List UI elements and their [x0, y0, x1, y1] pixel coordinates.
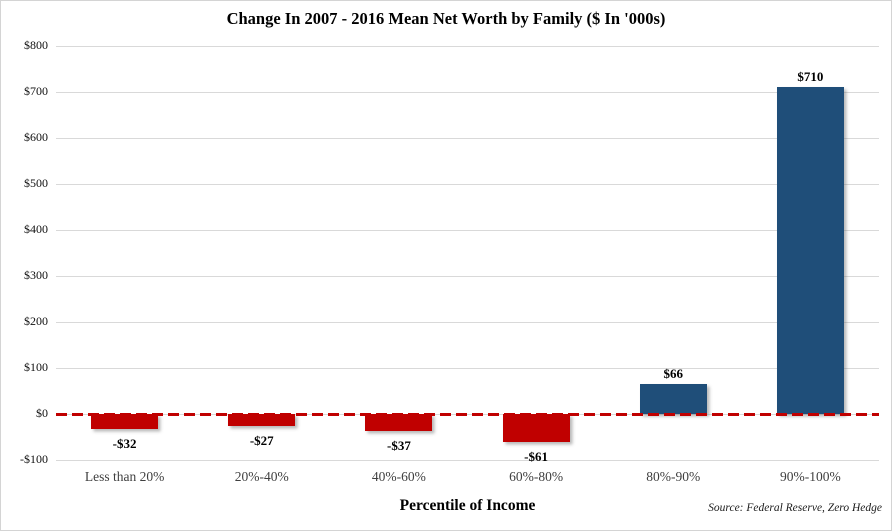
x-category-label: 20%-40%	[234, 469, 289, 484]
y-tick-label: $0	[36, 406, 48, 420]
gridline	[56, 275, 879, 277]
bar-value-label: -$61	[524, 449, 548, 465]
bar-80-90	[639, 383, 707, 414]
x-category-label: Less than 20%	[84, 469, 165, 484]
bar-value-label: -$37	[386, 438, 411, 454]
bar-value-label: $66	[663, 365, 684, 381]
source-note: Source: Federal Reserve, Zero Hedge	[708, 502, 882, 514]
y-tick-label: $800	[24, 38, 48, 52]
y-tick-label: $600	[24, 130, 48, 144]
x-category-label: 90%-100%	[780, 469, 841, 484]
y-tick-label: $300	[24, 268, 48, 282]
y-tick-label: $500	[24, 176, 48, 190]
gridline	[56, 459, 879, 461]
y-tick-label: $200	[24, 314, 48, 328]
plot-area: -$32 -$27 -$37 -$61 $66 $710	[56, 45, 879, 464]
gridline	[56, 229, 879, 231]
x-category-label: 60%-80%	[509, 469, 564, 484]
bar-less-than-20	[91, 414, 159, 429]
gridline	[56, 45, 879, 47]
y-tick-label: $400	[24, 222, 48, 236]
bar-40-60	[365, 414, 433, 432]
gridline	[56, 137, 879, 139]
bar-90-100	[776, 87, 844, 414]
x-category-label: 40%-60%	[371, 469, 426, 484]
bar-value-label: $710	[797, 69, 824, 85]
y-tick-label: -$100	[20, 452, 48, 466]
gridline	[56, 367, 879, 369]
bar-20-40	[228, 414, 296, 427]
gridline	[56, 91, 879, 93]
x-category-label: 80%-90%	[646, 469, 701, 484]
zero-dashed-line	[56, 412, 879, 416]
bar-60-80	[502, 414, 570, 443]
bar-value-label: -$32	[112, 435, 137, 451]
y-tick-label: $700	[24, 84, 48, 98]
y-tick-label: $100	[24, 360, 48, 374]
bar-value-label: -$27	[249, 433, 274, 449]
gridline	[56, 183, 879, 185]
chart-title: Change In 2007 - 2016 Mean Net Worth by …	[226, 9, 666, 28]
x-axis-title: Percentile of Income	[399, 497, 536, 514]
gridline	[56, 321, 879, 323]
